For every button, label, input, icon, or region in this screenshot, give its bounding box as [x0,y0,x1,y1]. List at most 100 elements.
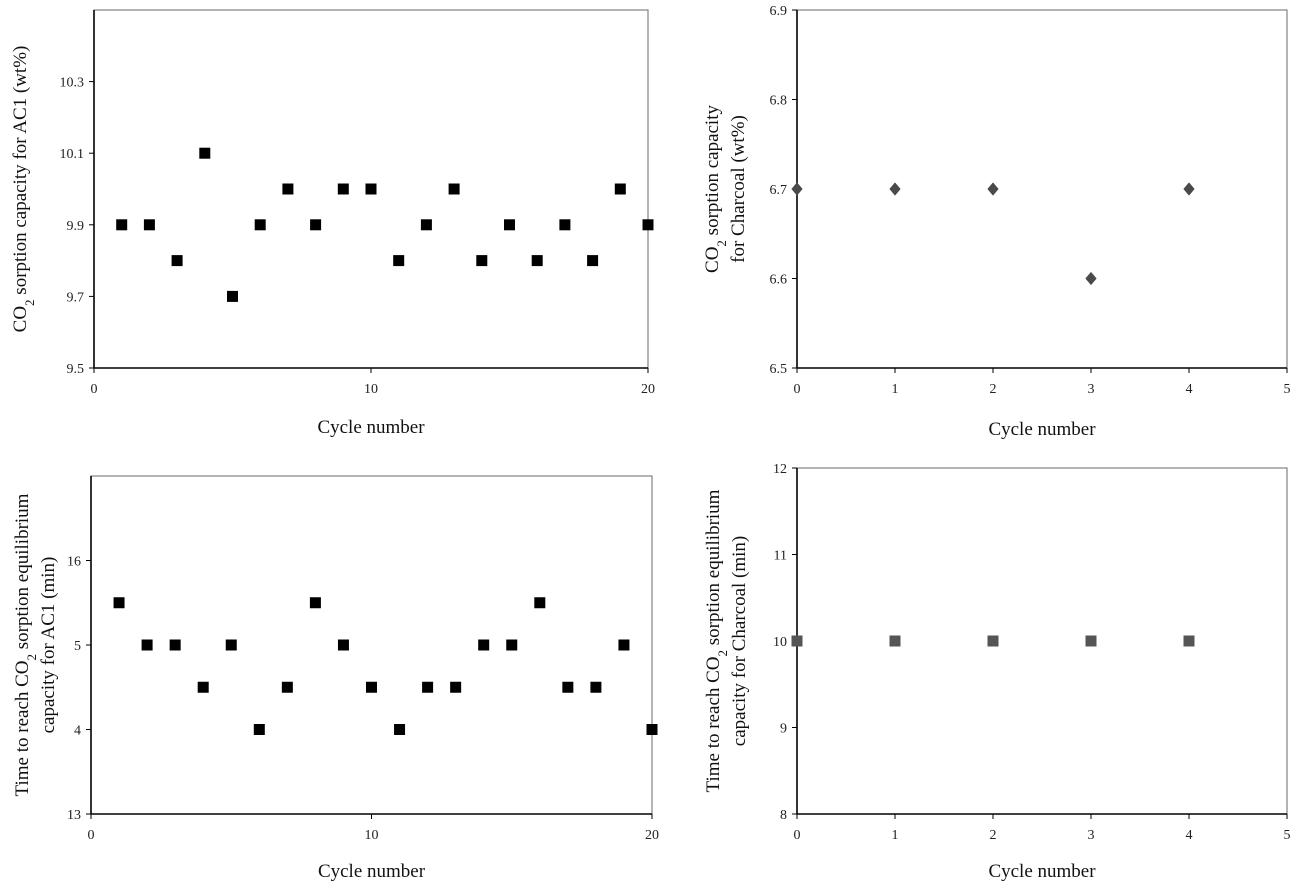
y-tick-label: 9.7 [67,290,85,305]
data-point [394,724,406,735]
x-tick-label: 0 [794,828,801,843]
x-axis-label: Cycle number [318,861,426,882]
x-tick-label: 10 [365,828,379,843]
data-point [337,639,349,651]
y-axis-label-text: sorption capacity for AC1 (wt%) [10,46,31,300]
y-axis-label-text: Time to reach CO [703,656,724,792]
data-point [171,255,183,267]
data-point [254,219,266,231]
data-point [614,183,626,195]
data-point [197,681,209,693]
data-point [227,290,238,302]
y-axis-label-text: CO [10,306,31,332]
data-point [478,639,490,651]
x-tick-label: 5 [1284,382,1291,397]
x-tick-label: 3 [1088,382,1095,397]
data-point [506,639,518,651]
data-point [393,255,405,267]
data-point [116,219,128,231]
x-tick-label: 1 [892,382,899,397]
y-tick-label: 9.5 [67,362,85,377]
y-tick-label: 8 [780,808,787,823]
data-point [562,681,574,693]
data-point [225,639,237,651]
data-point [365,183,377,195]
x-tick-label: 20 [645,828,659,843]
y-axis-label-text: sorption capacity [702,105,723,241]
data-point [310,219,322,231]
y-tick-label: 6.5 [770,362,788,377]
y-axis-label-subscript: 2 [714,240,729,247]
data-point [282,183,294,195]
data-point [143,219,155,231]
data-point [420,219,432,231]
y-axis-label: CO2 sorption capacity for AC1 (wt%) [10,46,37,333]
data-point [587,255,599,267]
y-tick-label: 12 [773,462,787,477]
x-axis-label: Cycle number [317,417,425,438]
y-tick-label: 11 [774,549,787,564]
y-tick-label: 10 [773,635,787,650]
data-point [590,681,602,693]
data-point [199,147,211,159]
y-tick-label: 16 [67,555,81,570]
y-axis-label-text: sorption equilibrium [703,489,724,650]
y-axis-label-text: for Charcoal (wt%) [728,115,749,263]
data-point [113,597,125,609]
x-tick-label: 1 [892,828,899,843]
x-tick-label: 5 [1284,828,1291,843]
data-point [559,219,571,231]
data-point [889,635,901,647]
y-tick-label: 9.9 [67,219,85,234]
y-axis-label-text: capacity for Charcoal (min) [729,536,750,746]
y-axis-label-text: sorption equilibrium [12,493,33,654]
data-point [169,639,181,651]
y-axis-label-text: Time to reach CO [12,660,33,796]
y-axis-label: for Charcoal (wt%) [728,115,749,263]
y-tick-label: 13 [67,808,81,823]
chart-panel-ac1-time: 0 10 20 13 4 5 16 Cycle number Time to reach CO2… [12,475,659,882]
y-tick-label: 4 [74,724,81,739]
y-tick-label: 6.9 [770,4,788,19]
x-tick-label: 4 [1186,828,1193,843]
y-tick-label: 5 [74,639,81,654]
data-point [1085,635,1097,647]
data-point [889,182,901,196]
data-point [504,219,515,231]
data-point [450,681,462,693]
y-axis-label-subscript: 2 [24,654,39,661]
data-point [448,183,460,195]
chart-panel-ac1-capacity: 0 10 20 9.5 9.7 9.9 10.1 10.3 Cycle number CO2 so… [10,9,655,438]
y-tick-label: 6.7 [770,183,788,198]
data-point [642,219,654,231]
data-point [987,182,999,196]
data-point [309,597,321,609]
data-point [337,183,349,195]
y-axis-label-subscript: 2 [22,299,37,306]
data-point [1085,271,1097,286]
y-axis-label-text: capacity for AC1 (min) [38,557,59,734]
x-tick-label: 3 [1088,828,1095,843]
data-point [534,597,546,609]
y-tick-label: 9 [780,722,787,737]
plot-area-frame [796,9,1288,369]
plot-area-frame [796,467,1288,815]
y-tick-label: 10.1 [60,147,85,162]
data-point [422,681,434,693]
data-point [987,635,999,647]
y-axis-label: capacity for Charcoal (min) [729,536,750,746]
x-tick-label: 0 [794,382,801,397]
y-tick-label: 10.3 [60,76,85,91]
data-point [366,681,377,693]
x-axis-label: Cycle number [988,419,1096,440]
y-tick-label: 6.6 [770,273,788,288]
x-tick-label: 4 [1186,382,1193,397]
data-point [1183,635,1195,647]
y-axis-label: capacity for AC1 (min) [38,557,59,734]
y-axis-label: CO2 sorption capacity [702,105,729,273]
y-axis-label-text: CO [702,247,723,273]
x-tick-label: 0 [88,828,95,843]
y-axis-label: Time to reach CO2 sorption equilibrium [12,493,39,796]
y-axis-label-subscript: 2 [715,650,730,657]
